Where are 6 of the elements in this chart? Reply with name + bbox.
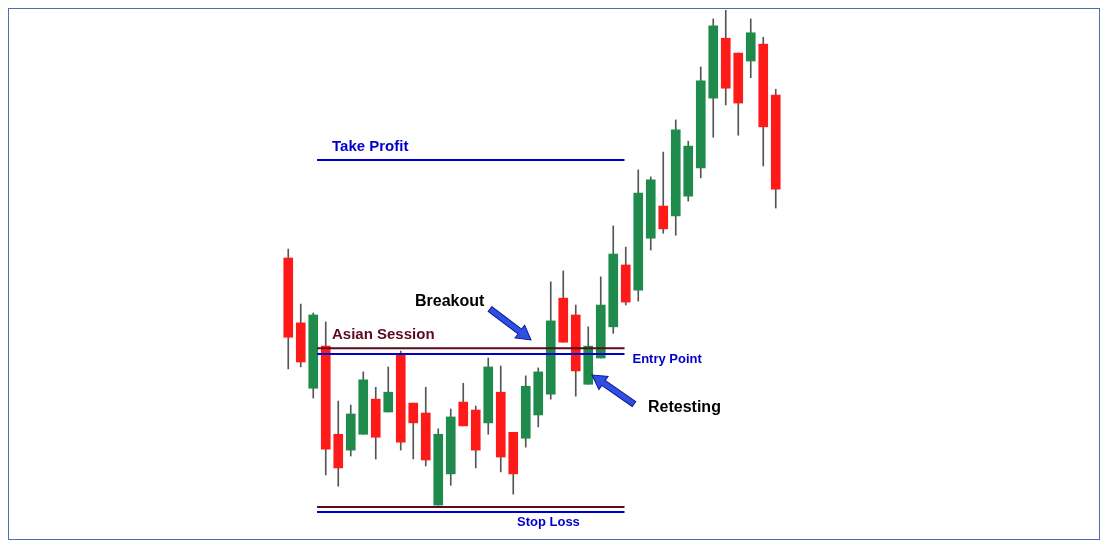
ref-line-label: Take Profit: [332, 136, 409, 154]
annotation: Retesting: [648, 398, 721, 416]
annotation: Breakout: [415, 292, 485, 310]
ref-line-label: Asian Session: [332, 324, 435, 342]
ref-line-label: Entry Point: [632, 350, 703, 366]
ref-line-label: Stop Loss: [517, 514, 580, 530]
